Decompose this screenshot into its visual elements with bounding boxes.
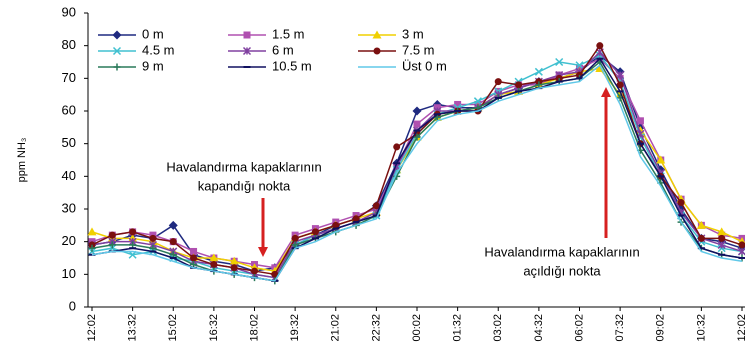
data-point — [718, 235, 725, 242]
x-tick-label: 22:32 — [370, 314, 382, 342]
x-tick-label: 12:02 — [736, 314, 745, 342]
data-point — [129, 228, 136, 235]
x-tick-label: 21:02 — [330, 314, 342, 342]
x-tick-label: 04:32 — [533, 314, 545, 342]
data-point — [637, 117, 644, 124]
annotation-line: kapandığı nokta — [198, 178, 291, 193]
x-tick-label: 06:02 — [573, 314, 585, 342]
data-point — [231, 264, 238, 271]
y-tick-label: 20 — [62, 233, 76, 248]
annotation-line: Havalandırma kapaklarının — [484, 244, 639, 259]
x-tick-label: 09:02 — [655, 314, 667, 342]
legend-label: 4.5 m — [142, 42, 175, 57]
data-point — [251, 268, 258, 275]
y-axis-label: ppm NH₃ — [16, 138, 28, 183]
data-point — [312, 228, 319, 235]
data-point — [495, 78, 502, 85]
legend-label: 10.5 m — [272, 58, 312, 73]
y-tick-label: 90 — [62, 4, 76, 19]
legend-marker — [114, 64, 121, 71]
y-tick-label: 0 — [69, 298, 76, 313]
legend-label: 1.5 m — [272, 26, 305, 41]
data-point — [169, 221, 178, 230]
x-tick-label: 16:32 — [208, 314, 220, 342]
data-point — [190, 255, 197, 262]
data-point — [678, 199, 685, 206]
legend-marker — [244, 32, 251, 39]
legend-label: 9 m — [142, 58, 164, 73]
legend-marker — [113, 31, 122, 40]
data-point — [210, 261, 217, 268]
data-point — [149, 235, 156, 242]
x-tick-label: 18:02 — [248, 314, 260, 342]
y-tick-label: 30 — [62, 200, 76, 215]
x-tick-label: 19:32 — [289, 314, 301, 342]
y-tick-label: 60 — [62, 102, 76, 117]
x-tick-label: 00:02 — [411, 314, 423, 342]
x-tick-label: 10:32 — [695, 314, 707, 342]
data-point — [698, 235, 705, 242]
y-tick-label: 50 — [62, 135, 76, 150]
legend-marker — [374, 48, 381, 55]
x-tick-label: 01:32 — [452, 314, 464, 342]
y-tick-label: 70 — [62, 70, 76, 85]
data-point — [170, 238, 177, 245]
y-tick-label: 80 — [62, 37, 76, 52]
legend-label: 0 m — [142, 26, 164, 41]
y-tick-label: 40 — [62, 168, 76, 183]
data-point — [88, 227, 97, 235]
annotation-line: açıldığı nokta — [523, 263, 601, 278]
data-point — [413, 107, 422, 116]
legend-label: 3 m — [402, 26, 424, 41]
x-tick-label: 07:32 — [614, 314, 626, 342]
x-tick-label: 12:02 — [86, 314, 98, 342]
legend-label: Üst 0 m — [402, 58, 447, 73]
data-point — [535, 68, 542, 75]
data-point — [596, 42, 603, 49]
x-tick-label: 03:02 — [492, 314, 504, 342]
data-point — [414, 121, 421, 128]
y-tick-label: 10 — [62, 266, 76, 281]
data-point — [515, 81, 522, 88]
data-point — [292, 235, 299, 242]
legend-label: 6 m — [272, 42, 294, 57]
x-tick-label: 13:32 — [127, 314, 139, 342]
data-point — [393, 143, 400, 150]
annotation-line: Havalandırma kapaklarının — [166, 159, 321, 174]
legend-label: 7.5 m — [402, 42, 435, 57]
x-tick-label: 15:02 — [167, 314, 179, 342]
data-point — [109, 232, 116, 239]
